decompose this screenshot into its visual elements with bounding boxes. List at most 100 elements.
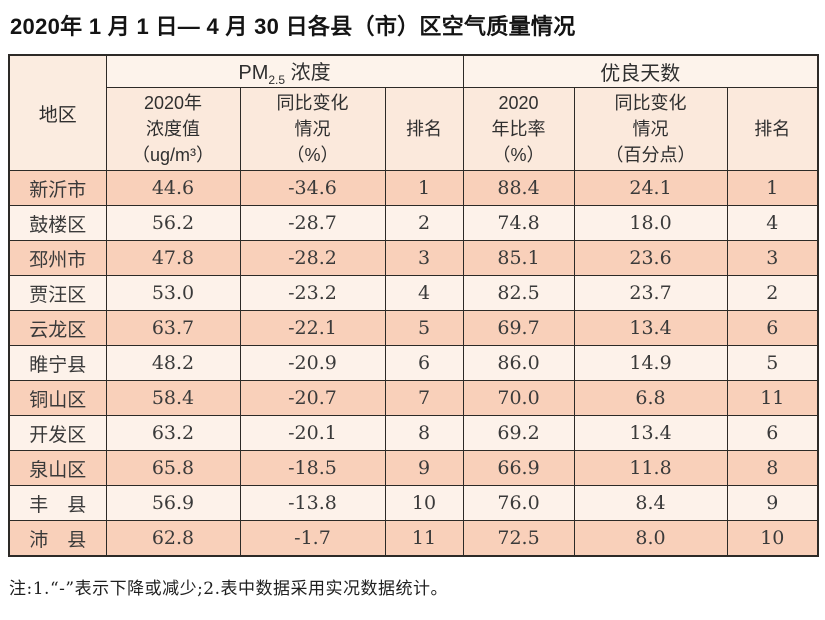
cell-good-change: 13.4 [573,415,728,451]
table-body: 新沂市 44.6 -34.6 1 88.4 24.1 1 鼓楼区 56.2 -2… [8,170,819,557]
cell-pm-value: 53.0 [105,275,241,311]
cell-good-rank: 6 [726,415,819,451]
table-row: 新沂市 44.6 -34.6 1 88.4 24.1 1 [8,170,819,206]
cell-pm-rank: 6 [384,345,464,381]
table-row: 丰 县 56.9 -13.8 10 76.0 8.4 9 [8,485,819,521]
cell-good-ratio: 86.0 [462,345,575,381]
cell-pm-rank: 9 [384,450,464,486]
header-line: 2020年 [143,93,203,113]
table-row: 开发区 63.2 -20.1 8 69.2 13.4 6 [8,415,819,451]
pm25-subscript: 2.5 [268,73,286,87]
table-row: 铜山区 58.4 -20.7 7 70.0 6.8 11 [8,380,819,416]
cell-good-change: 14.9 [573,345,728,381]
cell-pm-change: -23.2 [239,275,386,311]
page-title: 2020年 1 月 1 日— 4 月 30 日各县（市）区空气质量情况 [10,14,576,39]
cell-good-ratio: 66.9 [462,450,575,486]
table-row: 沛 县 62.8 -1.7 11 72.5 8.0 10 [8,520,819,557]
cell-good-ratio: 82.5 [462,275,575,311]
cell-good-change: 11.8 [573,450,728,486]
cell-pm-value: 56.9 [105,485,241,521]
cell-pm-rank: 3 [384,240,464,276]
cell-pm-change: -28.2 [239,240,386,276]
cell-pm-change: -20.1 [239,415,386,451]
header-line: 情况 [294,119,331,139]
cell-pm-rank: 2 [384,205,464,241]
cell-good-change: 24.1 [573,170,728,206]
cell-good-change: 23.7 [573,275,728,311]
cell-pm-value: 62.8 [105,520,241,557]
cell-good-rank: 6 [726,310,819,346]
cell-good-ratio: 70.0 [462,380,575,416]
cell-good-ratio: 76.0 [462,485,575,521]
cell-good-rank: 10 [726,520,819,557]
cell-region: 沛 县 [8,520,107,557]
cell-good-rank: 1 [726,170,819,206]
sub-header-row: 2020年 浓度值 （ug/m³） 同比变化 情况 （%） 排名 2020 年比… [9,87,819,171]
cell-good-ratio: 69.7 [462,310,575,346]
cell-good-ratio: 72.5 [462,520,575,557]
cell-pm-rank: 8 [384,415,464,451]
cell-region: 贾汪区 [8,275,107,311]
table-row: 云龙区 63.7 -22.1 5 69.7 13.4 6 [8,310,819,346]
cell-region: 铜山区 [8,380,107,416]
cell-pm-change: -34.6 [239,170,386,206]
cell-good-rank: 11 [726,380,819,416]
cell-pm-rank: 1 [384,170,464,206]
header-line: 2020 [498,93,539,113]
group-header-row: 地区 PM2.5 浓度 优良天数 [8,54,819,171]
cell-region: 邳州市 [8,240,107,276]
header-line: （百分点） [605,145,696,165]
pm25-suffix: 浓度 [285,62,331,84]
cell-pm-rank: 7 [384,380,464,416]
cell-pm-rank: 10 [384,485,464,521]
cell-pm-change: -20.7 [239,380,386,416]
cell-region: 新沂市 [8,170,107,206]
col-header-pm-value: 2020年 浓度值 （ug/m³） [105,87,241,171]
cell-pm-rank: 4 [384,275,464,311]
cell-pm-value: 63.2 [105,415,241,451]
cell-region: 云龙区 [8,310,107,346]
table-row: 邳州市 47.8 -28.2 3 85.1 23.6 3 [8,240,819,276]
cell-pm-change: -1.7 [239,520,386,557]
col-header-region: 地区 [8,54,107,171]
col-header-good-change: 同比变化 情况 （百分点） [573,87,728,171]
cell-good-change: 18.0 [573,205,728,241]
cell-good-change: 6.8 [573,380,728,416]
cell-good-change: 8.0 [573,520,728,557]
cell-good-ratio: 74.8 [462,205,575,241]
cell-good-change: 8.4 [573,485,728,521]
cell-good-ratio: 69.2 [462,415,575,451]
cell-good-ratio: 85.1 [462,240,575,276]
header-line: （%） [492,145,545,165]
cell-pm-value: 63.7 [105,310,241,346]
cell-region: 睢宁县 [8,345,107,381]
cell-pm-value: 56.2 [105,205,241,241]
cell-region: 开发区 [8,415,107,451]
cell-pm-change: -18.5 [239,450,386,486]
cell-good-rank: 2 [726,275,819,311]
header-line: （%） [286,145,339,165]
col-group-good-days: 优良天数 [462,54,819,88]
cell-pm-change: -28.7 [239,205,386,241]
table-row: 贾汪区 53.0 -23.2 4 82.5 23.7 2 [8,275,819,311]
cell-good-change: 23.6 [573,240,728,276]
cell-region: 泉山区 [8,450,107,486]
air-quality-table: 地区 PM2.5 浓度 优良天数 2020年 浓度值 （ug/m³） 同比变化 … [8,54,820,557]
table-row: 泉山区 65.8 -18.5 9 66.9 11.8 8 [8,450,819,486]
table-row: 睢宁县 48.2 -20.9 6 86.0 14.9 5 [8,345,819,381]
cell-pm-value: 48.2 [105,345,241,381]
header-line: 年比率 [491,119,546,139]
header-line: 同比变化 [614,93,687,113]
header-line: （ug/m³） [131,145,214,165]
cell-good-rank: 8 [726,450,819,486]
col-header-pm-change: 同比变化 情况 （%） [239,87,386,171]
header-line: 同比变化 [276,93,349,113]
page: 2020年 1 月 1 日— 4 月 30 日各县（市）区空气质量情况 地区 P… [8,14,820,599]
col-header-good-rank: 排名 [726,87,819,171]
cell-pm-change: -20.9 [239,345,386,381]
cell-region: 丰 县 [8,485,107,521]
cell-pm-value: 58.4 [105,380,241,416]
header-line: 情况 [632,119,669,139]
pm25-prefix: PM [238,62,269,84]
col-header-good-ratio: 2020 年比率 （%） [462,87,575,171]
